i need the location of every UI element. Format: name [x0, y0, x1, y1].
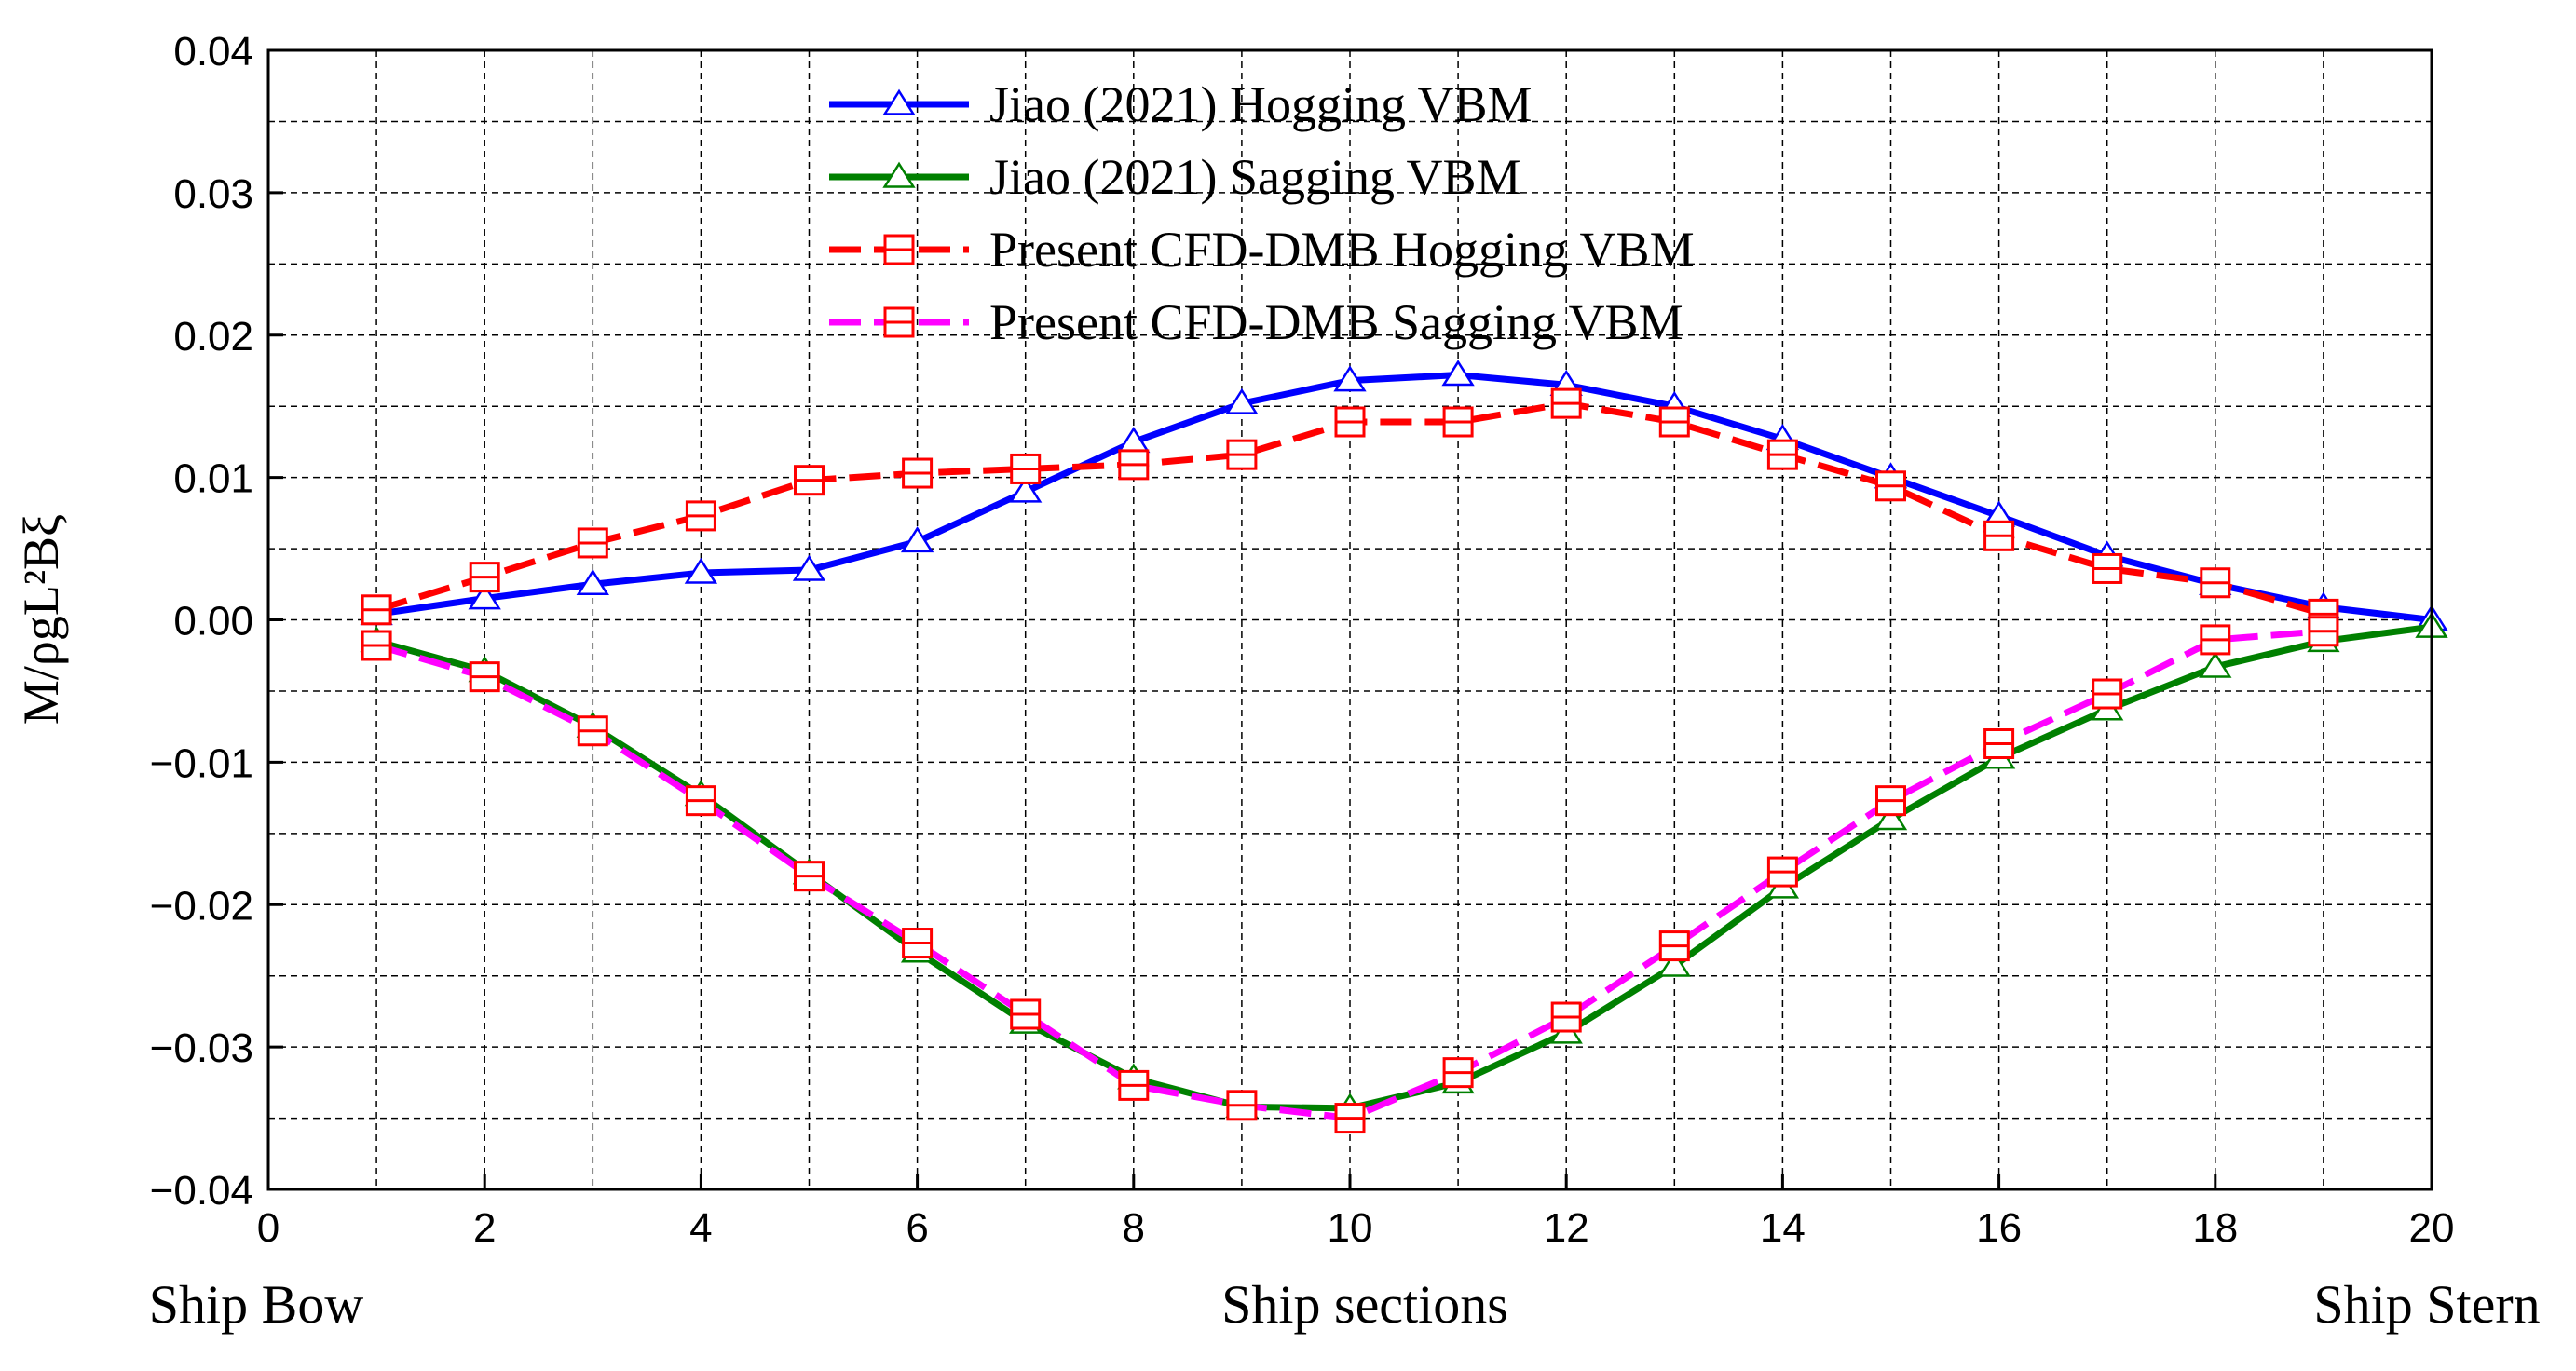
data-point	[1334, 1103, 1366, 1134]
data-point	[1550, 1001, 1582, 1033]
data-point	[1875, 785, 1906, 817]
data-point	[1333, 365, 1367, 392]
legend-item: Present CFD-DMB Hogging VBM	[829, 222, 1695, 278]
data-point	[684, 557, 718, 584]
legend-item: Jiao (2021) Sagging VBM	[829, 149, 1521, 205]
data-point	[2199, 651, 2232, 678]
data-series	[360, 360, 2448, 1134]
data-point	[1983, 728, 2015, 760]
data-point	[361, 630, 392, 661]
data-point	[2308, 616, 2339, 647]
series-2	[361, 387, 2339, 630]
data-point	[902, 928, 934, 959]
x-tick-label: 18	[2192, 1205, 2238, 1251]
data-point	[1010, 998, 1042, 1030]
x-tick-label: 2	[473, 1205, 496, 1251]
data-point	[1550, 387, 1582, 419]
data-point	[1658, 930, 1690, 962]
y-tick-label: 0.04	[173, 29, 253, 75]
x-tick-label: 20	[2409, 1205, 2455, 1251]
x-axis-left-label: Ship Bow	[149, 1274, 364, 1335]
data-point	[577, 715, 608, 747]
data-point	[1442, 1057, 1474, 1089]
data-point	[576, 568, 609, 596]
data-point	[577, 527, 608, 559]
data-point	[468, 583, 501, 610]
data-point	[1225, 387, 1259, 414]
y-tick-label: −0.01	[150, 740, 253, 786]
x-tick-label: 10	[1328, 1205, 1373, 1251]
data-point	[1983, 520, 2015, 551]
data-point	[1766, 856, 1798, 888]
legend-label: Present CFD-DMB Sagging VBM	[989, 294, 1683, 350]
x-tick-label: 16	[1976, 1205, 2022, 1251]
data-point	[1442, 406, 1474, 438]
data-point	[685, 500, 716, 532]
data-point	[1010, 453, 1042, 484]
series-3	[361, 616, 2339, 1134]
data-point	[1766, 439, 1798, 470]
legend-label: Jiao (2021) Sagging VBM	[989, 149, 1521, 205]
data-point	[900, 526, 934, 553]
legend-marker	[883, 306, 915, 338]
series-line	[375, 372, 2433, 623]
data-point	[902, 457, 934, 489]
y-tick-label: 0.03	[173, 171, 253, 217]
y-tick-label: 0.00	[173, 599, 253, 645]
legend-marker	[882, 161, 916, 188]
data-point	[1874, 804, 1908, 831]
legend-label: Jiao (2021) Hogging VBM	[989, 76, 1533, 132]
x-axis-right-label: Ship Stern	[2313, 1274, 2540, 1335]
x-tick-label: 6	[906, 1205, 928, 1251]
x-axis-title: Ship sections	[1221, 1274, 1508, 1335]
data-point	[1009, 476, 1043, 503]
x-tick-label: 14	[1760, 1205, 1806, 1251]
data-point	[2200, 624, 2231, 656]
data-point	[1875, 470, 1906, 502]
data-point	[1118, 449, 1150, 481]
x-tick-label: 4	[689, 1205, 712, 1251]
data-point	[2092, 552, 2123, 584]
grid	[268, 50, 2432, 1189]
x-tick-label: 12	[1544, 1205, 1589, 1251]
legend-label: Present CFD-DMB Hogging VBM	[989, 222, 1695, 278]
y-tick-label: −0.03	[150, 1025, 253, 1071]
data-point	[1226, 1090, 1258, 1121]
data-point	[1334, 406, 1366, 438]
y-tick-label: −0.04	[150, 1168, 253, 1214]
data-point	[361, 594, 392, 626]
legend: Jiao (2021) Hogging VBM Jiao (2021) Saggi…	[829, 76, 1695, 350]
legend-item: Present CFD-DMB Sagging VBM	[829, 294, 1683, 350]
x-tick-label: 0	[257, 1205, 279, 1251]
legend-item: Jiao (2021) Hogging VBM	[829, 76, 1533, 132]
data-point	[2092, 678, 2123, 710]
data-point	[685, 785, 716, 817]
data-point	[469, 562, 500, 593]
data-point	[1657, 950, 1691, 977]
axes: 0 2 4 6 8 10 12 14 16 18 20 0.04 0.03 0.02 0.01 0.00 −0.…	[150, 29, 2455, 1251]
y-axis-title: M/ρgL²Bξ	[13, 514, 69, 725]
data-point	[2200, 567, 2231, 599]
y-tick-label: 0.01	[173, 456, 253, 502]
data-point	[794, 465, 825, 496]
x-tick-label: 8	[1123, 1205, 1145, 1251]
data-point	[469, 661, 500, 693]
y-tick-label: −0.02	[150, 883, 253, 929]
data-point	[1658, 406, 1690, 438]
legend-marker	[883, 234, 915, 265]
data-point	[1226, 439, 1258, 470]
legend-marker	[882, 88, 916, 115]
series-line	[375, 623, 2433, 1112]
data-point	[794, 861, 825, 892]
data-point	[792, 554, 826, 581]
data-point	[1118, 1069, 1150, 1101]
y-tick-label: 0.02	[173, 314, 253, 360]
data-point	[1441, 360, 1475, 387]
